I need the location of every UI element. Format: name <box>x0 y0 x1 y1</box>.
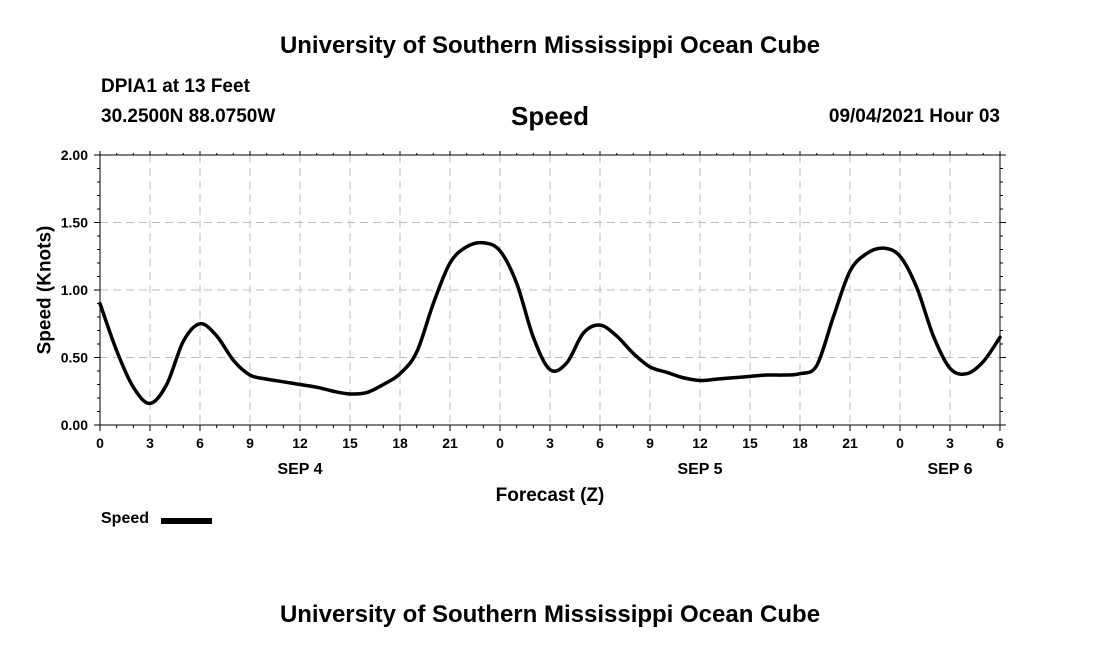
series-line-speed <box>98 240 1002 406</box>
date-label: SEP 6 <box>927 461 972 478</box>
y-tick-label: 2.00 <box>61 147 88 163</box>
grid <box>100 155 1000 425</box>
chart-title-bottom: University of Southern Mississippi Ocean… <box>279 601 821 628</box>
y-tick-label: 1.50 <box>61 215 88 231</box>
parameter-title: Speed <box>510 101 590 131</box>
date-label: SEP 5 <box>677 461 722 478</box>
x-tick-label: 6 <box>196 435 204 451</box>
y-tick-label: 1.00 <box>61 282 88 298</box>
x-tick-label: 21 <box>442 435 458 451</box>
chart-title-top: University of Southern Mississippi Ocean… <box>279 32 821 59</box>
x-tick-label: 6 <box>996 435 1004 451</box>
x-tick-label: 6 <box>596 435 604 451</box>
x-tick-label: 12 <box>292 435 308 451</box>
series-layer <box>98 240 1002 406</box>
x-tick-label: 21 <box>842 435 858 451</box>
x-tick-label: 9 <box>646 435 654 451</box>
y-tick-label: 0.50 <box>61 350 88 366</box>
x-tick-label: 3 <box>946 435 954 451</box>
x-axis-title: Forecast (Z) <box>496 485 605 506</box>
x-tick-label: 18 <box>792 435 808 451</box>
x-tick-label: 15 <box>742 435 758 451</box>
x-tick-label: 3 <box>146 435 154 451</box>
x-tick-label: 15 <box>342 435 358 451</box>
x-tick-label: 0 <box>496 435 504 451</box>
y-axis-title: Speed (Knots) <box>35 226 56 355</box>
x-tick-label: 0 <box>896 435 904 451</box>
legend-label: Speed <box>101 510 150 527</box>
x-tick-label: 0 <box>96 435 104 451</box>
date-label: SEP 4 <box>277 461 322 478</box>
x-tick-label: 18 <box>392 435 408 451</box>
datetime-label: 09/04/2021 Hour 03 <box>828 106 1000 127</box>
coordinates-label: 30.2500N 88.0750W <box>101 106 276 127</box>
x-tick-label: 9 <box>246 435 254 451</box>
axis-ticks: 0 3 6 9 12 15 18 21 0 3 6 9 12 15 18 21 0 3 6 0.00 0.50 1.00 1… <box>61 147 1006 478</box>
x-tick-label: 12 <box>692 435 708 451</box>
x-tick-label: 3 <box>546 435 554 451</box>
station-label: DPIA1 at 13 Feet <box>101 76 250 97</box>
y-tick-label: 0.00 <box>61 417 88 433</box>
legend-swatch <box>161 518 212 524</box>
